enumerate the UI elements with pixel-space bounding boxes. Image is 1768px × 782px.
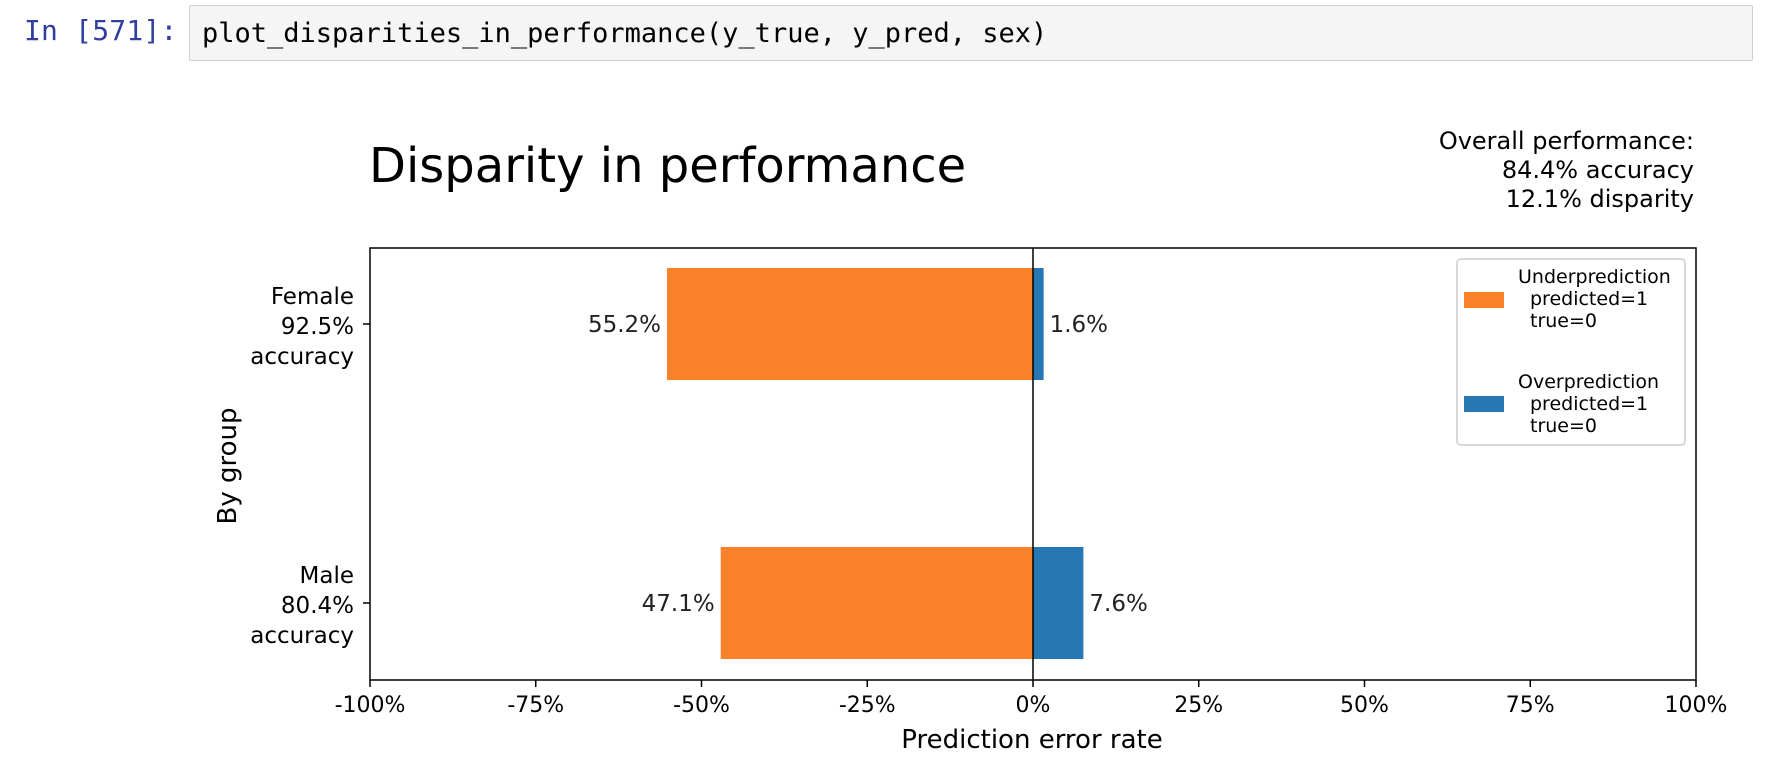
code-cell-input[interactable]: plot_disparities_in_performance(y_true, …: [189, 5, 1753, 61]
legend-underprediction-line2: predicted=1: [1530, 288, 1648, 310]
legend-overprediction-line3: true=0: [1530, 415, 1597, 437]
y-group-labels: Female 92.5% accuracy Male 80.4% accuracy: [250, 284, 370, 649]
chart-marks: 55.2% 47.1% 1.6% 7.6%: [588, 268, 1148, 659]
group-label-male: accuracy: [250, 623, 354, 649]
overall-heading: Overall performance:: [1439, 127, 1694, 155]
y-axis-label: By group: [213, 408, 243, 525]
group-label-male: 80.4%: [281, 593, 354, 619]
x-tick-label: 75%: [1506, 693, 1555, 718]
legend-overprediction-line1: Overprediction: [1518, 371, 1659, 393]
x-tick-label: -25%: [839, 693, 896, 718]
group-label-male: Male: [300, 563, 354, 589]
legend-swatch-overprediction: [1464, 396, 1504, 412]
bar-label-overprediction-male: 7.6%: [1089, 591, 1147, 617]
bar-label-underprediction-female: 55.2%: [588, 312, 661, 338]
legend-box: [1456, 258, 1686, 446]
legend-underprediction-line1: Underprediction: [1518, 266, 1671, 288]
bar-overprediction-female: [1033, 268, 1044, 380]
chart-title: Disparity in performance: [369, 138, 966, 194]
x-tick-label: -75%: [507, 693, 564, 718]
x-tick-label: -100%: [335, 693, 406, 718]
bar-label-overprediction-female: 1.6%: [1050, 312, 1108, 338]
bar-label-underprediction-male: 47.1%: [642, 591, 715, 617]
legend: Underprediction predicted=1 true=0 Overp…: [1456, 258, 1686, 446]
cell-prompt: In [571]:: [24, 14, 178, 47]
x-ticks: -100% -75% -50% -25% 0% 25% 50% 75% 100%: [335, 680, 1728, 718]
x-tick-label: -50%: [673, 693, 730, 718]
overall-accuracy: 84.4% accuracy: [1502, 156, 1694, 184]
legend-swatch-underprediction: [1464, 292, 1504, 308]
bar-underprediction-female: [667, 268, 1033, 380]
code-text: plot_disparities_in_performance(y_true, …: [202, 18, 1048, 49]
legend-overprediction-line2: predicted=1: [1530, 393, 1648, 415]
bar-underprediction-male: [720, 547, 1033, 659]
x-tick-label: 50%: [1340, 693, 1389, 718]
bar-overprediction-male: [1033, 547, 1084, 659]
overall-disparity: 12.1% disparity: [1506, 185, 1694, 213]
legend-underprediction-line3: true=0: [1530, 310, 1597, 332]
x-tick-label: 0%: [1016, 693, 1051, 718]
group-label-female: 92.5%: [281, 314, 354, 340]
cell-output: Disparity in performance Overall perform…: [0, 100, 1768, 782]
x-tick-label: 100%: [1665, 693, 1728, 718]
group-label-female: accuracy: [250, 344, 354, 370]
x-tick-label: 25%: [1174, 693, 1223, 718]
x-axis-label: Prediction error rate: [901, 725, 1162, 755]
disparity-chart: Disparity in performance Overall perform…: [213, 127, 1728, 755]
group-label-female: Female: [271, 284, 354, 310]
